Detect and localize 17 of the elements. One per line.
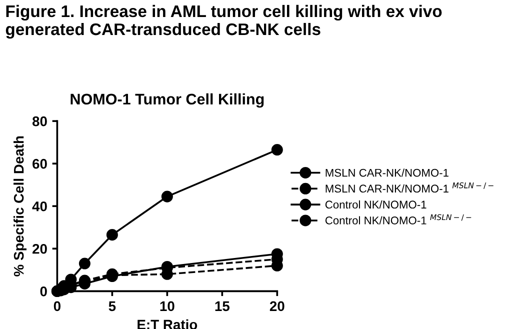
y-tick-label: 80	[32, 116, 47, 126]
x-tick-label: 5	[108, 301, 116, 312]
legend-label: MSLN CAR-NK/NOMO-1	[326, 168, 448, 177]
chart-subtitle: NOMO-1 Tumor Cell Killing	[70, 93, 264, 108]
x-tick-label: 20	[270, 301, 284, 312]
y-axis-title: % Specific Cell Death	[14, 136, 26, 276]
y-tick-label: 20	[32, 244, 47, 254]
chart-title: Figure 1. Increase in AML tumor cell killing with ex vivo generated CAR-transduced CB-NK cells	[6, 4, 442, 39]
x-tick-label: 0	[54, 301, 60, 312]
legend-label: Control NK/NOMO-1	[325, 200, 426, 209]
legend-label: Control NK/NOMO-1 $^{MSLN−/−}$	[325, 214, 472, 224]
legend-label: MSLN CAR-NK/NOMO-1 $^{MSLN−/−}$	[326, 182, 494, 193]
y-tick-label: 40	[32, 201, 47, 212]
x-tick-label: 15	[215, 301, 230, 312]
x-tick-label: 10	[160, 301, 174, 312]
y-tick-label: 60	[32, 158, 47, 169]
y-tick-label: 0	[40, 286, 47, 296]
